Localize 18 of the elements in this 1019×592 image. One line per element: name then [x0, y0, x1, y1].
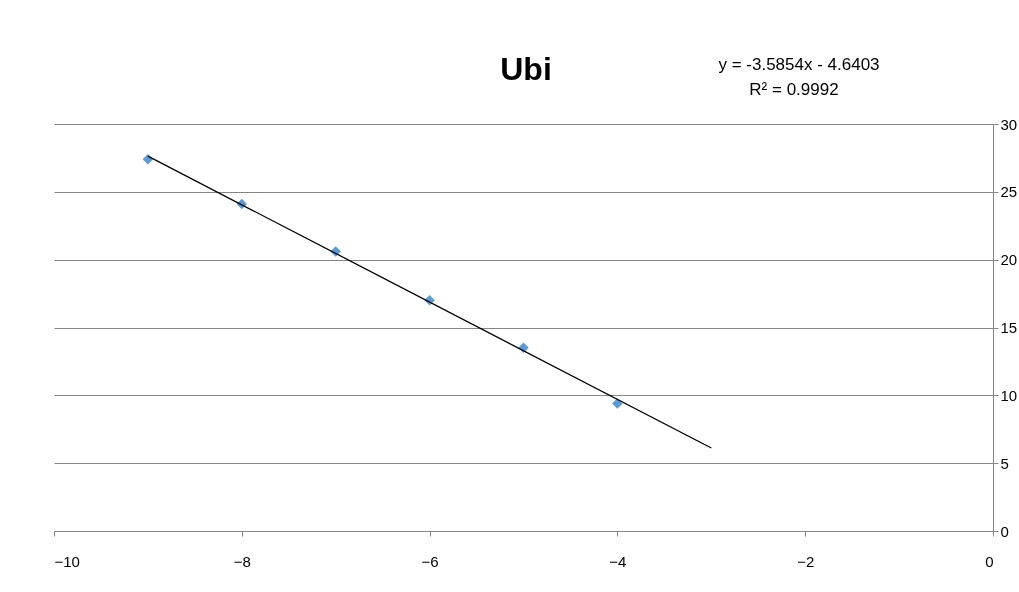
x-tick-label: −10: [54, 552, 80, 570]
y-tick-label: 15: [1000, 319, 1018, 336]
y-tick-label: 0: [1000, 522, 1009, 540]
x-tick-label: −8: [233, 552, 251, 570]
chart-title: Ubi: [500, 51, 552, 87]
point: [142, 154, 154, 165]
x-tick-label: −2: [797, 552, 815, 570]
y-tick-label: 25: [1000, 183, 1018, 201]
y-tick-label: 10: [1000, 386, 1018, 404]
point: [612, 398, 623, 409]
x-tick-label: 0: [985, 552, 994, 570]
text: R² = 0.9992: [749, 80, 839, 99]
x-tick-label: −6: [421, 552, 439, 570]
y-tick-label: 20: [1000, 251, 1018, 269]
x-tick-label: −4: [609, 552, 627, 570]
y-tick-label: 5: [1000, 454, 1009, 472]
text: y = -3.5854x - 4.6403: [718, 55, 880, 74]
y-tick-label: 30: [1000, 115, 1018, 133]
